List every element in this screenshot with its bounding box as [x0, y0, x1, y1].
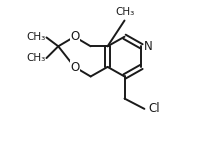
- Text: O: O: [71, 61, 80, 74]
- Text: CH₃: CH₃: [26, 53, 46, 63]
- Text: CH₃: CH₃: [115, 7, 134, 17]
- Text: Cl: Cl: [148, 102, 160, 115]
- Text: O: O: [71, 30, 80, 43]
- Text: CH₃: CH₃: [26, 32, 46, 42]
- Text: N: N: [144, 40, 153, 53]
